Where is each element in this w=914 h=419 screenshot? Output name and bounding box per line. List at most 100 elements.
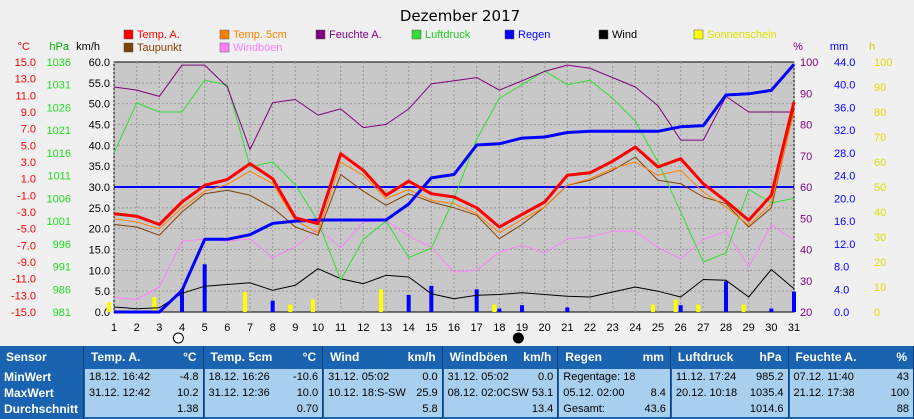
tick-temp: 1.0 (21, 174, 36, 186)
tick-humidity: 70 (800, 151, 812, 163)
tick-wind: 50.0 (89, 99, 110, 111)
axis-label-humidity: % (793, 41, 803, 53)
tick-rain: 0.0 (834, 307, 849, 319)
stats-cell: 5.8 (324, 401, 442, 417)
x-tick: 6 (224, 322, 230, 334)
sun-bar (107, 302, 111, 312)
stats-table: Sensor MinWert MaxWert Durchschnitt Temp. A.… (0, 346, 914, 419)
rain-bar (565, 307, 570, 312)
tick-temp: 15.0 (15, 57, 36, 69)
tick-humidity: 100 (800, 57, 818, 69)
x-tick: 11 (335, 322, 346, 334)
stats-header: Wind km/h (330, 350, 436, 364)
series-wind (113, 268, 795, 310)
x-tick: 20 (539, 322, 551, 334)
rain-bar (429, 285, 434, 312)
stats-header: Luftdruck hPa (677, 350, 782, 364)
x-tick: 29 (743, 322, 755, 334)
axis-label-sun: h (869, 41, 875, 53)
tick-temp: 9.0 (21, 107, 36, 119)
tick-humidity: 90 (800, 88, 812, 100)
tick-temp: 3.0 (21, 157, 36, 169)
x-tick: 9 (292, 322, 298, 334)
legend-label: Taupunkt (137, 42, 182, 54)
tick-sun: 60 (874, 157, 886, 169)
stats-column: Feuchte A.% 07.12. 11:40 43 21.12. 17:38 100… (789, 346, 914, 419)
stats-cell: 18.12. 16:26 -10.6 (204, 369, 323, 385)
x-tick: 8 (270, 322, 276, 334)
series-windb-en (113, 219, 795, 300)
sun-bar (288, 304, 293, 312)
axis-label-temp: °C (18, 41, 30, 53)
tick-humidity: 60 (800, 182, 812, 194)
stats-cell: 31.12. 12:42 10.2 (84, 385, 203, 401)
stats-cell: 08.12. 02:0C SW 53.1 (443, 385, 558, 401)
tick-wind: 15.0 (89, 245, 110, 257)
x-tick: 17 (471, 322, 483, 334)
tick-humidity: 80 (800, 120, 812, 132)
tick-sun: 80 (874, 107, 886, 119)
rain-bar (724, 281, 728, 312)
x-tick: 26 (675, 322, 687, 334)
tick-wind: 40.0 (89, 140, 110, 152)
x-tick: 12 (357, 322, 369, 334)
sun-bar (379, 289, 383, 312)
legend-label: Regen (518, 29, 550, 41)
legend-swatch (315, 29, 326, 40)
tick-rain: 20.0 (834, 193, 855, 205)
tick-rain: 24.0 (834, 171, 855, 183)
rain-bar (180, 289, 184, 312)
tick-wind: 25.0 (89, 203, 110, 215)
x-tick: 5 (202, 322, 208, 334)
tick-humidity: 50 (800, 213, 812, 225)
x-tick: 15 (425, 322, 437, 334)
chart-title: Dezember 2017 (400, 7, 520, 25)
x-tick: 7 (247, 322, 253, 334)
x-tick: 30 (765, 322, 777, 334)
x-tick: 19 (516, 322, 528, 334)
tick-sun: 50 (874, 182, 886, 194)
tick-rain: 8.0 (834, 262, 849, 274)
tick-sun: 30 (874, 232, 886, 244)
x-tick: 13 (380, 322, 392, 334)
tick-humidity: 20 (800, 307, 812, 319)
stats-cell: 31.12. 05:02 0.0 (443, 369, 558, 385)
tick-pressure: 1001 (47, 216, 71, 228)
stats-row-label: Sensor (6, 350, 47, 364)
tick-pressure: 1031 (47, 80, 71, 92)
tick-rain: 36.0 (834, 102, 855, 114)
legend-swatch (219, 42, 230, 53)
tick-sun: 10 (874, 282, 886, 294)
x-tick: 21 (561, 322, 573, 334)
tick-temp: -1.0 (17, 190, 36, 202)
axis-label-pressure: hPa (49, 41, 69, 53)
x-tick: 24 (629, 322, 641, 334)
legend-label: Windböen (233, 42, 283, 54)
tick-pressure: 1021 (47, 125, 71, 137)
tick-rain: 44.0 (834, 57, 855, 69)
tick-rain: 40.0 (834, 80, 855, 92)
stats-header: Temp. 5cm °C (210, 350, 317, 364)
legend-label: Sonnenschein (707, 29, 777, 41)
stats-cell: 05.12. 02:00 8.4 (559, 385, 670, 401)
stats-cell: 18.12. 16:42 -4.8 (84, 369, 203, 385)
x-tick: 2 (134, 322, 140, 334)
stats-row-label: MaxWert (0, 385, 83, 401)
stats-cell: 20.12. 10:18 1035.4 (671, 385, 788, 401)
legend-label: Wind (612, 29, 637, 41)
tick-pressure: 1016 (47, 148, 71, 160)
legend-label: Luftdruck (425, 29, 471, 41)
tick-rain: 12.0 (834, 239, 855, 251)
legend: Temp. A. Temp. 5cm Feuchte A. Luftdruck Rege… (123, 29, 777, 54)
bars (107, 264, 796, 312)
legend-swatch (693, 29, 704, 40)
x-tick: 16 (448, 322, 460, 334)
tick-sun: 90 (874, 82, 886, 94)
tick-pressure: 1006 (47, 193, 71, 205)
x-tick: 3 (156, 322, 162, 334)
tick-temp: -11.0 (12, 274, 36, 286)
sun-bar (311, 299, 315, 312)
tick-temp: 11.0 (15, 90, 36, 102)
sun-bar (741, 304, 746, 312)
stats-cell: 1.38 (84, 401, 203, 417)
